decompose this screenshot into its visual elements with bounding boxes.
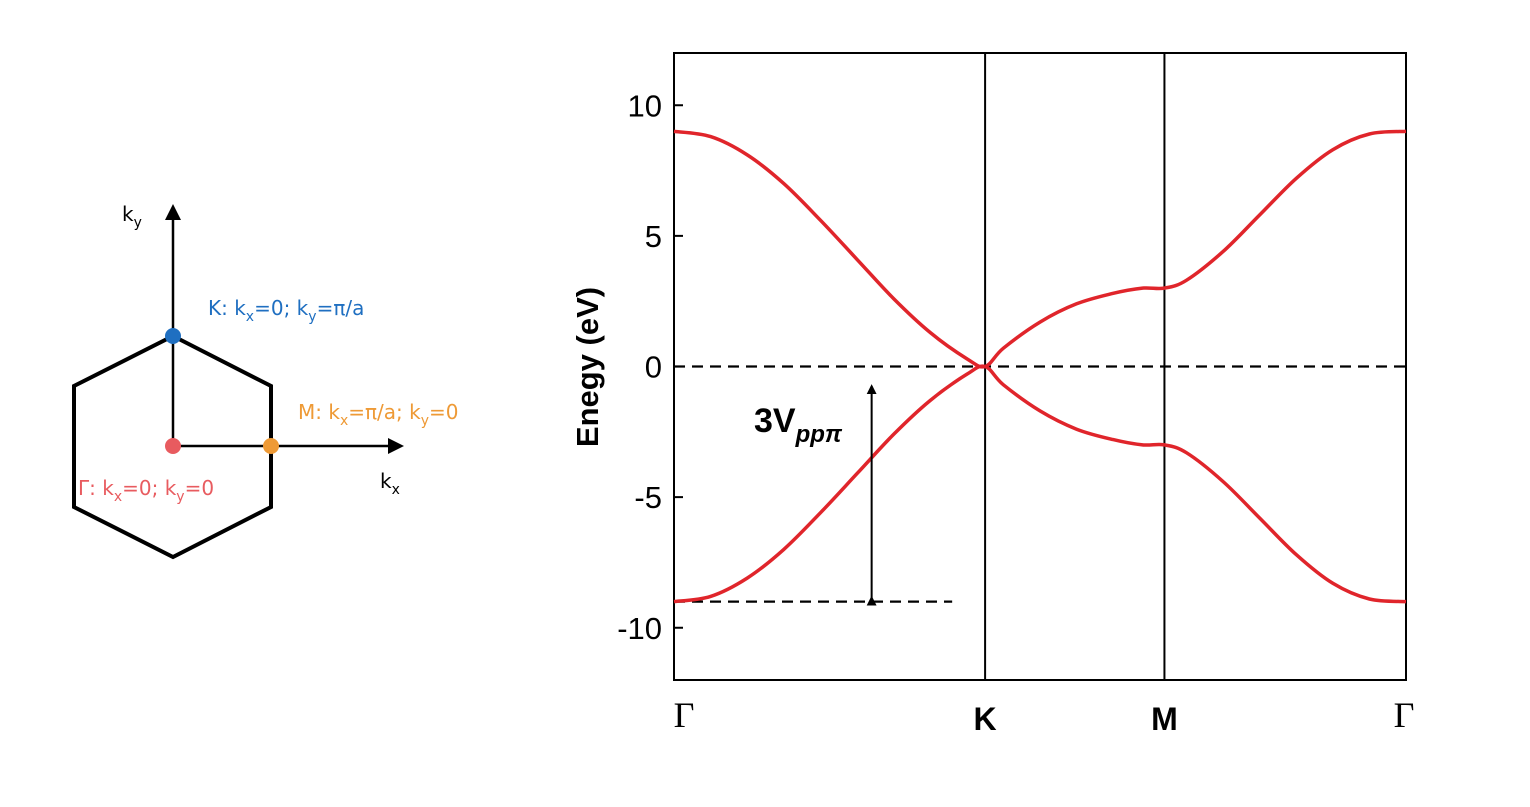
- kx-axis-arrowhead-icon: [388, 438, 404, 454]
- m-point-dot: [263, 438, 279, 454]
- y-tick-label: 0: [645, 350, 662, 385]
- reference-lines: [674, 365, 1406, 603]
- conduction-band-curve: [673, 129, 1407, 369]
- m-point-label: M: kx=π/a; ky=0: [298, 400, 459, 429]
- band-curves: [673, 129, 1407, 604]
- x-tick-label: Γ: [1394, 695, 1415, 735]
- gamma-point-dot: [165, 438, 181, 454]
- y-ticks: 10 5 0 -5 -10: [617, 88, 683, 646]
- hexagon-outline: [72, 333, 273, 560]
- y-tick-label: -5: [634, 480, 662, 515]
- x-tick-label: Γ: [674, 695, 695, 735]
- x-tick-label: K: [974, 701, 997, 737]
- y-tick-label: -10: [617, 611, 662, 646]
- valence-band-curve: [673, 364, 1407, 604]
- band-structure-plot: 10 5 0 -5 -10 3Vppπ Γ K M Γ Enegy (eV): [570, 52, 1415, 737]
- y-tick-label: 10: [628, 88, 662, 123]
- ky-axis-label: ky: [122, 202, 142, 231]
- y-tick-label: 5: [645, 219, 662, 254]
- k-point-dot: [165, 328, 181, 344]
- kx-axis-label: kx: [380, 469, 400, 498]
- bandwidth-label: 3Vppπ: [754, 402, 843, 448]
- k-point-label: K: kx=0; ky=π/a: [208, 296, 364, 325]
- y-axis-label: Enegy (eV): [570, 287, 605, 447]
- ky-axis-arrowhead-icon: [165, 204, 181, 220]
- band-width-annotation: 3Vppπ: [754, 384, 877, 606]
- gamma-point-label: Γ: kx=0; ky=0: [78, 476, 214, 505]
- x-tick-label: M: [1151, 701, 1178, 737]
- brillouin-zone-diagram: ky kx K: kx=0; ky=π/a M: kx=π/a; ky=0 Γ:…: [72, 202, 459, 560]
